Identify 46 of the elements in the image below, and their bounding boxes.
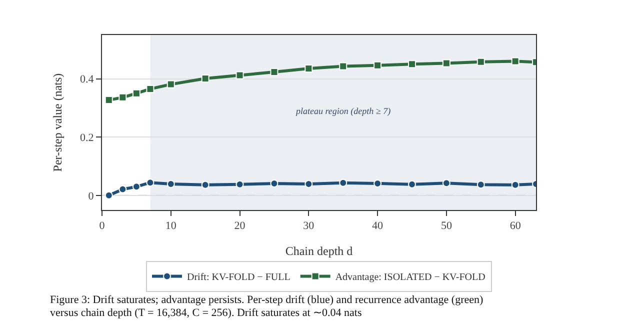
point bbox=[408, 60, 416, 68]
band-label: plateau region (depth ≥ 7) bbox=[295, 106, 391, 116]
x-tick-label: 50 bbox=[440, 220, 452, 232]
point bbox=[511, 57, 520, 66]
point bbox=[408, 180, 416, 188]
y-tick-label: 0.4 bbox=[80, 74, 94, 86]
y-tick-label: 0 bbox=[88, 190, 94, 202]
point bbox=[236, 71, 244, 80]
x-axis-title: Chain depth d bbox=[285, 244, 353, 258]
point bbox=[236, 180, 244, 188]
text: versus chain depth (T = 16,384, C = 256). Drift saturates at ∼0.04 nats bbox=[50, 307, 362, 319]
point bbox=[442, 179, 450, 188]
x-tick-label: 10 bbox=[165, 220, 177, 232]
point bbox=[201, 74, 210, 82]
point bbox=[374, 61, 382, 70]
point bbox=[132, 89, 140, 98]
point bbox=[476, 58, 485, 66]
point bbox=[104, 191, 113, 200]
y-tick-label: 0.2 bbox=[80, 132, 94, 144]
x-tick-label: 40 bbox=[372, 220, 384, 232]
x-tick-label: 0 bbox=[99, 220, 106, 232]
point bbox=[339, 178, 348, 187]
x-tick-label: 30 bbox=[303, 220, 315, 232]
point bbox=[270, 179, 278, 188]
legend-label: Drift: KV-FOLD − FULL bbox=[187, 272, 290, 284]
x-tick-label: 20 bbox=[234, 220, 246, 232]
point bbox=[166, 80, 175, 88]
y-axis-title: Per-step value (nats) bbox=[50, 73, 64, 172]
point bbox=[270, 68, 278, 76]
point bbox=[132, 182, 140, 191]
point bbox=[476, 180, 485, 189]
point bbox=[304, 180, 313, 188]
x-tick-label: 60 bbox=[510, 220, 522, 232]
legend-label: Advantage: ISOLATED − KV-FOLD bbox=[335, 272, 486, 284]
point bbox=[118, 185, 127, 194]
point bbox=[374, 179, 382, 188]
point bbox=[304, 64, 313, 73]
point bbox=[442, 59, 450, 68]
point bbox=[166, 180, 175, 188]
point bbox=[146, 84, 154, 93]
point bbox=[511, 180, 520, 189]
caption: Figure 3: Drift saturates; advantage persists. Per-step drift (blue) and recurrence advantage (green) bbox=[50, 294, 484, 306]
point bbox=[201, 180, 210, 189]
point bbox=[339, 62, 348, 70]
point bbox=[118, 93, 127, 102]
point bbox=[146, 178, 154, 187]
